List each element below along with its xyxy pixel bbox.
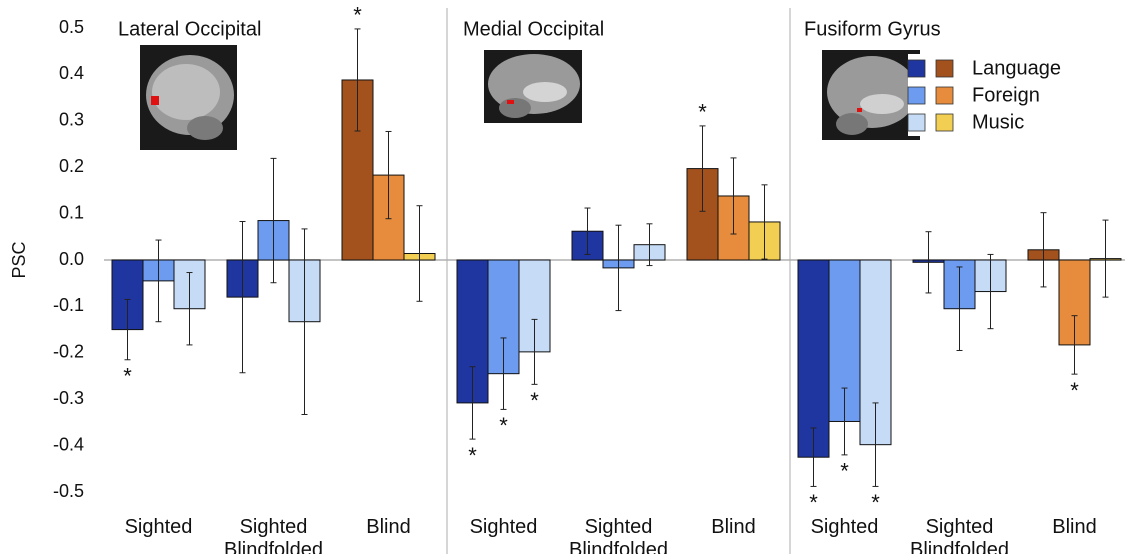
significance-mark: * <box>353 3 362 28</box>
bar <box>1058 259 1091 346</box>
x-tick-label: Blind <box>711 516 756 538</box>
y-axis-label: PSC <box>9 241 29 278</box>
x-tick-label: Sighted <box>469 516 538 538</box>
y-tick-label: -0.4 <box>53 434 84 454</box>
legend-label: Music <box>972 111 1024 133</box>
legend-label: Language <box>972 57 1061 79</box>
y-tick-label: 0.1 <box>59 202 84 222</box>
x-tick-label: Sighted Blindfolded <box>224 516 323 554</box>
significance-mark: * <box>809 490 818 515</box>
significance-mark: * <box>698 100 707 125</box>
brain-image <box>822 50 920 140</box>
y-tick-label: 0.5 <box>59 17 84 37</box>
significance-mark: * <box>871 490 880 515</box>
x-tick-label: Sighted Blindfolded <box>910 516 1009 554</box>
x-tick-label: Blind <box>366 516 411 538</box>
panel-title: Lateral Occipital <box>118 18 261 40</box>
panel-title: Medial Occipital <box>463 18 604 40</box>
y-tick-label: 0.3 <box>59 110 84 130</box>
x-tick-label: Blind <box>1052 516 1097 538</box>
legend-swatch <box>907 113 926 132</box>
significance-mark: * <box>840 459 849 484</box>
x-tick-label: Sighted Blindfolded <box>569 516 668 554</box>
x-tick-label: Sighted <box>124 516 193 538</box>
legend-swatch <box>907 59 926 78</box>
legend-swatch <box>935 86 954 105</box>
significance-mark: * <box>1070 378 1079 403</box>
y-tick-label: -0.5 <box>53 481 84 501</box>
significance-mark: * <box>530 388 539 413</box>
y-tick-label: 0.2 <box>59 156 84 176</box>
legend-swatch <box>935 59 954 78</box>
significance-mark: * <box>468 443 477 468</box>
brain-image <box>140 45 237 150</box>
y-tick-label: 0.0 <box>59 249 84 269</box>
y-tick-label: 0.4 <box>59 63 84 83</box>
y-tick-label: -0.1 <box>53 295 84 315</box>
y-tick-label: -0.2 <box>53 342 84 362</box>
panel-title: Fusiform Gyrus <box>804 18 941 40</box>
legend-swatch <box>935 113 954 132</box>
legend-label: Foreign <box>972 84 1040 106</box>
significance-mark: * <box>499 413 508 438</box>
legend-swatch <box>907 86 926 105</box>
x-tick-label: Sighted <box>810 516 879 538</box>
brain-image <box>484 50 582 123</box>
significance-mark: * <box>123 364 132 389</box>
y-tick-label: -0.3 <box>53 388 84 408</box>
